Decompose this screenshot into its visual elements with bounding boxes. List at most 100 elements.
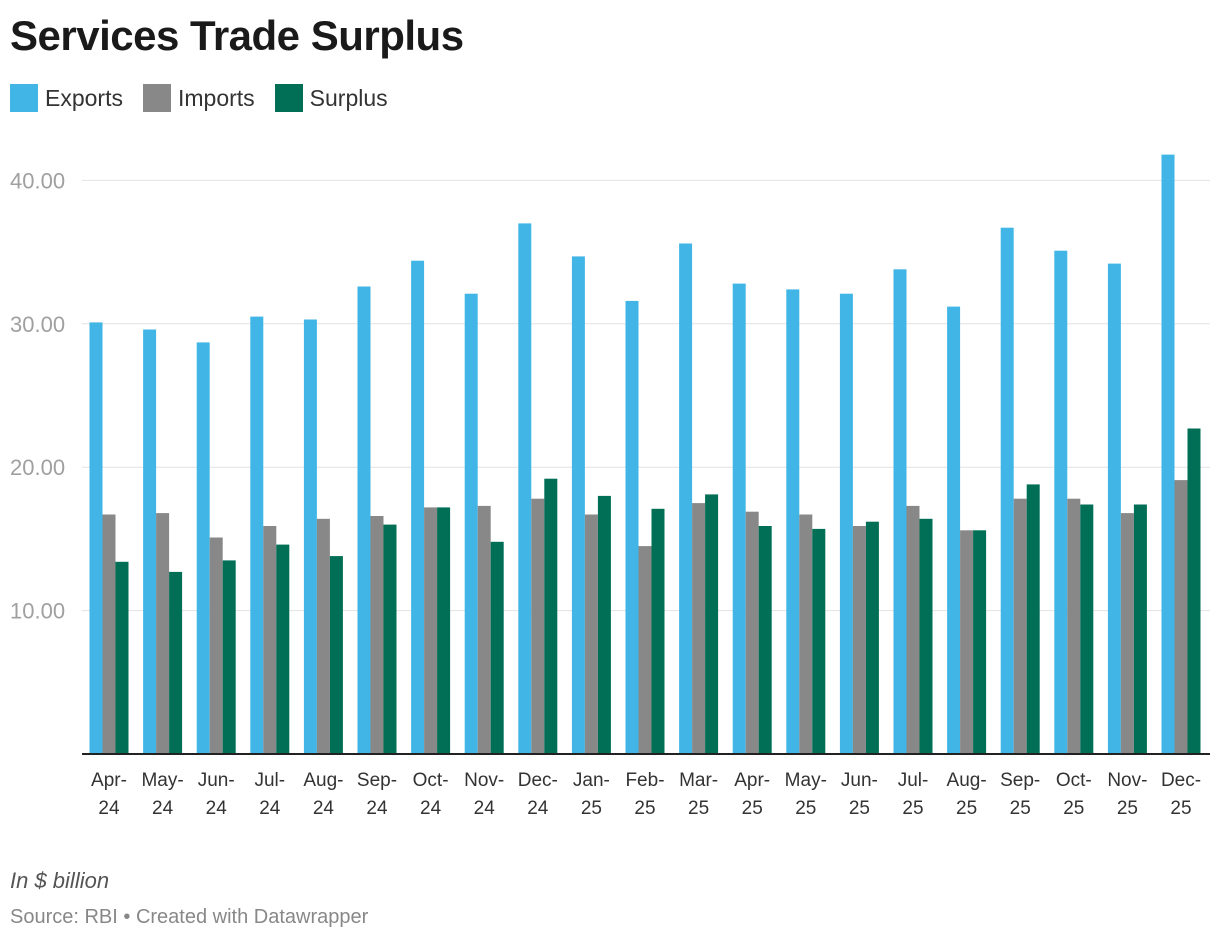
bar-imports [156, 513, 170, 754]
x-tick-label: Nov-24 [464, 770, 504, 819]
y-tick-label: 20.00 [10, 455, 65, 480]
chart-source: Source: RBI • Created with Datawrapper [10, 906, 369, 928]
bar-imports [906, 505, 920, 754]
x-tick-label: Jan-25 [573, 770, 610, 819]
legend-label-surplus: Surplus [309, 84, 388, 111]
bar-exports [303, 319, 317, 754]
bar-imports [692, 503, 706, 754]
bar-exports [143, 329, 157, 754]
bar-surplus [115, 561, 129, 754]
legend: Exports Imports Surplus [10, 84, 408, 112]
bar-imports [852, 526, 866, 754]
bar-surplus [1133, 504, 1147, 754]
x-tick-label: Oct-24 [413, 770, 449, 819]
x-tick-label: Jun-24 [198, 770, 235, 819]
bar-exports [357, 286, 371, 754]
bar-exports [732, 283, 746, 754]
x-tick-label: Mar-25 [679, 770, 718, 819]
bar-chart: 10.00 20.00 30.00 40.00 Apr-24 May-24 Jun-24 Ju… [10, 154, 1210, 819]
x-tick-label: Aug-25 [947, 770, 987, 819]
bar-surplus [222, 560, 236, 754]
bar-surplus [651, 508, 665, 754]
bar-imports [745, 511, 759, 754]
bar-exports [839, 293, 853, 754]
bar-exports [196, 342, 210, 754]
bar-exports [1161, 154, 1175, 755]
bar-exports [1000, 227, 1014, 754]
bar-surplus [383, 524, 397, 754]
bar-surplus [544, 478, 558, 754]
bar-imports [1120, 513, 1134, 754]
legend-label-exports: Exports [45, 84, 123, 111]
bar-imports [531, 498, 545, 754]
bar-exports [786, 289, 800, 754]
bar-imports [1067, 498, 1081, 754]
bar-imports [316, 518, 330, 754]
legend-swatch-surplus [274, 84, 303, 112]
bar-exports [571, 256, 585, 754]
x-tick-label: Sep-25 [1000, 770, 1040, 819]
bar-exports [947, 306, 961, 754]
x-tick-label: Nov-25 [1107, 770, 1147, 819]
bar-imports [1013, 498, 1027, 754]
bar-imports [477, 505, 491, 754]
legend-item-surplus: Surplus [274, 84, 388, 112]
bar-exports [250, 316, 264, 754]
bar-surplus [812, 528, 826, 754]
chart-title: Services Trade Surplus [10, 12, 464, 59]
x-tick-label: Apr-24 [91, 770, 127, 819]
bar-imports [370, 516, 384, 754]
legend-swatch-exports [10, 84, 38, 112]
bar-surplus [919, 518, 933, 754]
bar-surplus [758, 526, 772, 754]
bar-surplus [169, 571, 183, 754]
bar-imports [960, 530, 974, 754]
bar-surplus [865, 521, 879, 754]
bar-imports [584, 514, 598, 754]
bar-exports [893, 269, 907, 754]
y-tick-label: 10.00 [10, 599, 65, 624]
legend-label-imports: Imports [177, 84, 255, 111]
x-tick-label: Jul-24 [254, 770, 285, 819]
bar-imports [263, 526, 277, 754]
bar-imports [1174, 480, 1188, 754]
bar-exports [1054, 250, 1068, 754]
x-tick-label: Apr-25 [734, 770, 770, 819]
legend-item-exports: Exports [10, 84, 123, 112]
x-tick-label: May-24 [141, 770, 183, 819]
bar-imports [102, 514, 116, 754]
x-tick-label: Dec-24 [518, 770, 558, 819]
chart-notes: In $ billion [10, 868, 110, 893]
y-tick-label: 40.00 [10, 168, 65, 193]
bar-exports [89, 322, 103, 754]
bar-surplus [329, 556, 343, 754]
bar-exports [464, 293, 478, 754]
bar-exports [625, 300, 639, 754]
x-tick-label: Dec-25 [1161, 770, 1201, 819]
bar-imports [424, 507, 438, 754]
bar-surplus [276, 544, 290, 754]
bar-surplus [1187, 428, 1201, 754]
x-tick-label: Feb-25 [625, 770, 664, 819]
bar-surplus [437, 507, 451, 754]
bar-exports [1107, 263, 1121, 754]
x-tick-label: Oct-25 [1056, 770, 1092, 819]
y-tick-label: 30.00 [10, 312, 65, 337]
bar-surplus [597, 495, 611, 754]
x-tick-label: Aug-24 [303, 770, 343, 819]
x-tick-label: Jul-25 [898, 770, 929, 819]
bar-surplus [490, 541, 504, 754]
bar-surplus [705, 494, 719, 754]
bar-imports [209, 537, 223, 754]
bar-exports [411, 260, 425, 754]
legend-item-imports: Imports [142, 84, 255, 112]
bar-surplus [973, 530, 987, 754]
bar-surplus [1080, 504, 1094, 754]
x-tick-label: Jun-25 [841, 770, 878, 819]
x-tick-label: Sep-24 [357, 770, 397, 819]
bar-imports [799, 514, 813, 754]
bar-exports [518, 223, 532, 754]
legend-swatch-imports [142, 84, 171, 112]
bar-exports [679, 243, 693, 754]
bar-surplus [1026, 484, 1040, 754]
